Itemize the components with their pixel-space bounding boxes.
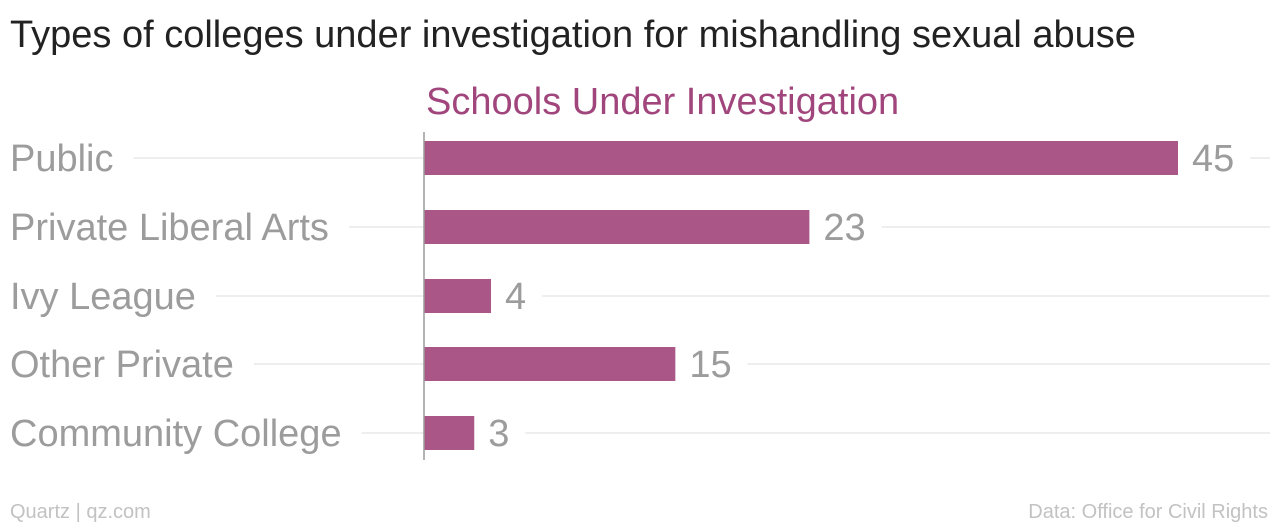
bar bbox=[424, 141, 1178, 175]
category-label: Other Private bbox=[10, 344, 234, 386]
category-label: Public bbox=[10, 138, 114, 180]
value-label: 45 bbox=[1192, 138, 1234, 180]
bar bbox=[424, 279, 492, 313]
category-label: Community College bbox=[10, 413, 342, 455]
value-label: 23 bbox=[823, 207, 865, 249]
category-label: Private Liberal Arts bbox=[10, 207, 329, 249]
category-label: Ivy League bbox=[10, 276, 196, 318]
footer-credit: Quartz | qz.com bbox=[10, 501, 151, 523]
bar bbox=[424, 416, 475, 450]
footer-data-source: Data: Office for Civil Rights bbox=[1028, 501, 1268, 523]
value-label: 4 bbox=[505, 276, 526, 318]
bar bbox=[424, 210, 810, 244]
value-label: 3 bbox=[488, 413, 509, 455]
chart-title: Types of colleges under investigation fo… bbox=[10, 14, 1136, 56]
series-title: Schools Under Investigation bbox=[426, 81, 899, 123]
bar bbox=[424, 347, 676, 381]
value-label: 15 bbox=[689, 344, 731, 386]
